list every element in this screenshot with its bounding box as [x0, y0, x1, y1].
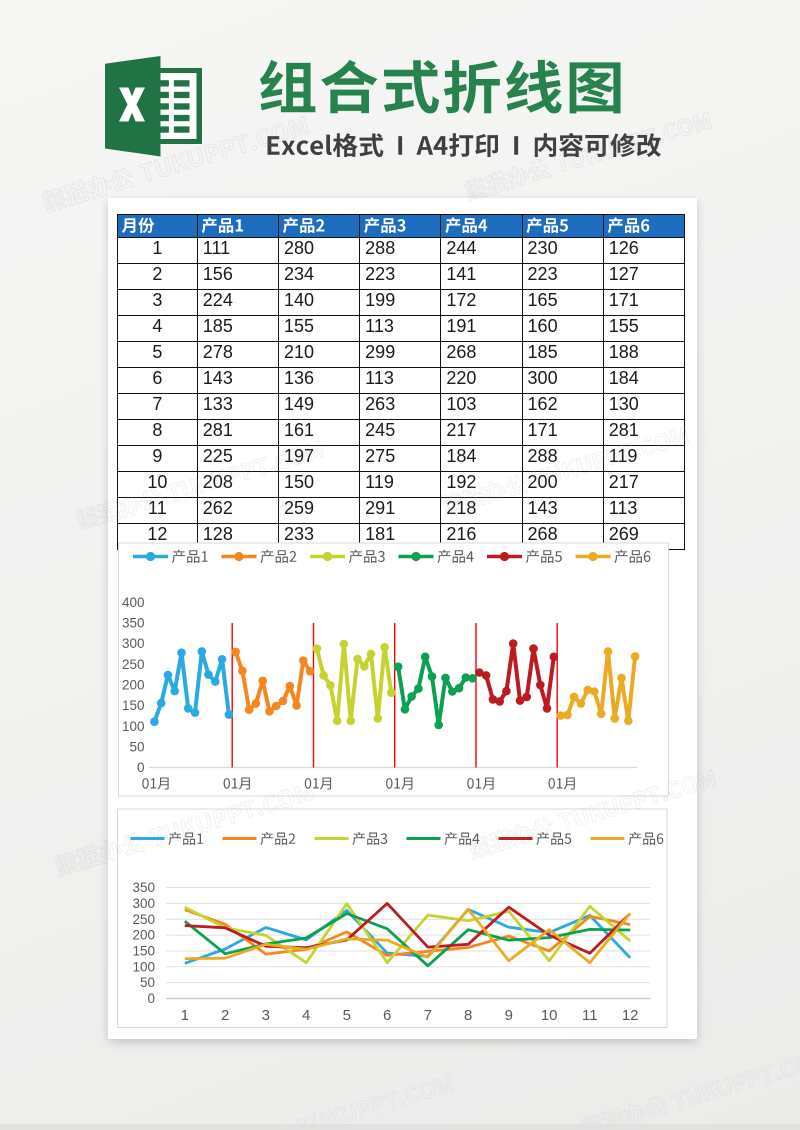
svg-text:150: 150 — [132, 944, 155, 959]
svg-text:6: 6 — [383, 1007, 391, 1024]
svg-text:250: 250 — [122, 657, 145, 672]
svg-text:3: 3 — [262, 1007, 270, 1024]
svg-text:9: 9 — [505, 1007, 513, 1024]
svg-text:200: 200 — [122, 678, 145, 693]
svg-text:50: 50 — [129, 740, 144, 755]
svg-text:50: 50 — [140, 975, 155, 990]
svg-text:250: 250 — [132, 912, 155, 927]
svg-text:200: 200 — [132, 928, 155, 943]
svg-text:300: 300 — [122, 636, 145, 651]
svg-text:0: 0 — [147, 991, 155, 1006]
svg-text:10: 10 — [541, 1007, 558, 1024]
svg-text:400: 400 — [122, 595, 145, 610]
svg-text:12: 12 — [622, 1007, 639, 1024]
svg-text:2: 2 — [221, 1007, 229, 1024]
svg-text:0: 0 — [137, 760, 145, 775]
svg-text:350: 350 — [132, 880, 155, 895]
svg-text:100: 100 — [132, 959, 155, 974]
svg-text:300: 300 — [132, 896, 155, 911]
svg-text:150: 150 — [122, 698, 145, 713]
svg-text:100: 100 — [122, 719, 145, 734]
svg-text:7: 7 — [424, 1007, 432, 1024]
svg-text:5: 5 — [343, 1007, 351, 1024]
svg-text:8: 8 — [464, 1007, 472, 1024]
svg-text:1: 1 — [181, 1007, 189, 1024]
svg-text:4: 4 — [302, 1007, 310, 1024]
svg-text:11: 11 — [582, 1007, 598, 1024]
svg-text:350: 350 — [122, 616, 145, 631]
